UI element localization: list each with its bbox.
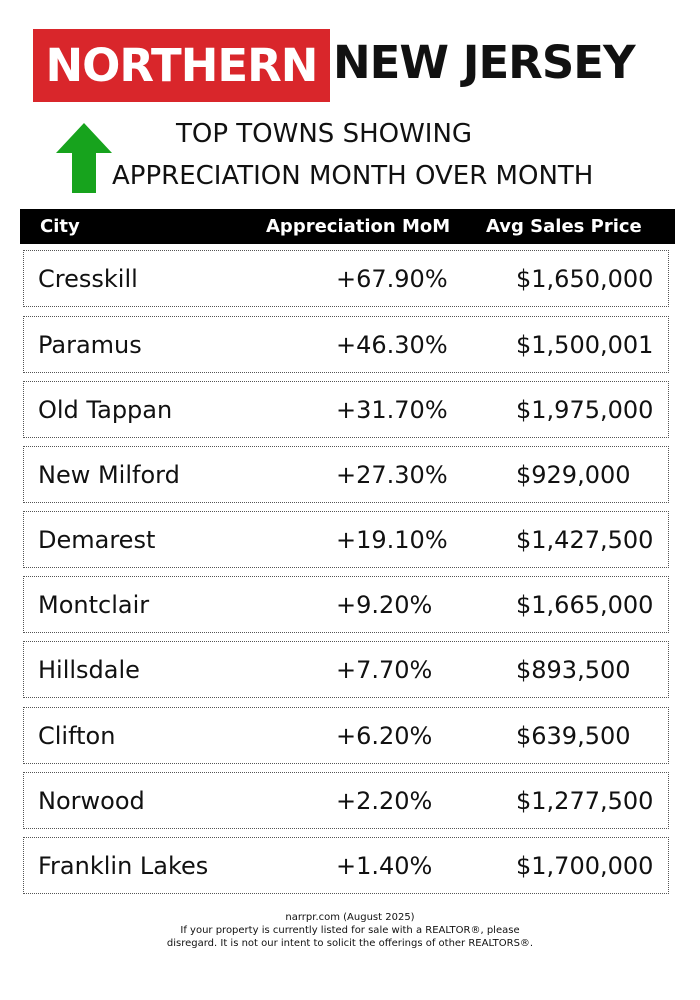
title-part-new-jersey: NEW JERSEY xyxy=(333,36,636,89)
row-city: Clifton xyxy=(38,721,116,750)
header-price: Avg Sales Price xyxy=(486,216,642,237)
title-part-northern: NORTHERN xyxy=(45,39,319,92)
subtitle-line-2: APPRECIATION MONTH OVER MONTH xyxy=(112,161,594,191)
row-city: Paramus xyxy=(38,330,142,359)
row-price: $1,650,000 xyxy=(516,264,654,293)
footer: narrpr.com (August 2025) If your propert… xyxy=(0,911,700,950)
row-price: $1,665,000 xyxy=(516,590,654,619)
row-city: Hillsdale xyxy=(38,655,140,684)
row-price: $1,975,000 xyxy=(516,395,654,424)
row-city: New Milford xyxy=(38,460,180,489)
footer-disclaimer-line-1: If your property is currently listed for… xyxy=(180,925,520,936)
table-row: Norwood +2.20% $1,277,500 xyxy=(23,772,669,829)
table-row: Old Tappan +31.70% $1,975,000 xyxy=(23,381,669,438)
up-arrow-icon xyxy=(56,123,112,193)
table-row: Paramus +46.30% $1,500,001 xyxy=(23,316,669,373)
row-price: $893,500 xyxy=(516,655,631,684)
row-appreciation: +67.90% xyxy=(336,264,448,293)
row-city: Cresskill xyxy=(38,264,138,293)
row-price: $1,700,000 xyxy=(516,851,654,880)
row-appreciation: +31.70% xyxy=(336,395,448,424)
row-city: Norwood xyxy=(38,786,145,815)
title-highlight-box: NORTHERN xyxy=(33,29,330,102)
row-city: Montclair xyxy=(38,590,150,619)
row-appreciation: +9.20% xyxy=(336,590,433,619)
row-price: $929,000 xyxy=(516,460,631,489)
table-row: Franklin Lakes +1.40% $1,700,000 xyxy=(23,837,669,894)
row-appreciation: +27.30% xyxy=(336,460,448,489)
row-appreciation: +2.20% xyxy=(336,786,433,815)
row-appreciation: +19.10% xyxy=(336,525,448,554)
table-row: New Milford +27.30% $929,000 xyxy=(23,446,669,503)
row-appreciation: +1.40% xyxy=(336,851,433,880)
footer-source: narrpr.com (August 2025) xyxy=(285,912,415,923)
row-price: $639,500 xyxy=(516,721,631,750)
row-city: Franklin Lakes xyxy=(38,851,209,880)
subtitle-line-1: TOP TOWNS SHOWING xyxy=(176,119,473,149)
row-price: $1,500,001 xyxy=(516,330,654,359)
table-header: City Appreciation MoM Avg Sales Price xyxy=(20,209,675,244)
row-appreciation: +6.20% xyxy=(336,721,433,750)
table-row: Cresskill +67.90% $1,650,000 xyxy=(23,250,669,307)
table-row: Hillsdale +7.70% $893,500 xyxy=(23,641,669,698)
footer-disclaimer-line-2: disregard. It is not our intent to solic… xyxy=(166,938,534,949)
table-row: Montclair +9.20% $1,665,000 xyxy=(23,576,669,633)
row-city: Old Tappan xyxy=(38,395,173,424)
row-price: $1,427,500 xyxy=(516,525,654,554)
table-row: Clifton +6.20% $639,500 xyxy=(23,707,669,764)
header-appreciation: Appreciation MoM xyxy=(266,216,451,237)
row-city: Demarest xyxy=(38,525,156,554)
row-appreciation: +46.30% xyxy=(336,330,448,359)
row-appreciation: +7.70% xyxy=(336,655,433,684)
table-row: Demarest +19.10% $1,427,500 xyxy=(23,511,669,568)
header-city: City xyxy=(40,216,80,237)
row-price: $1,277,500 xyxy=(516,786,654,815)
